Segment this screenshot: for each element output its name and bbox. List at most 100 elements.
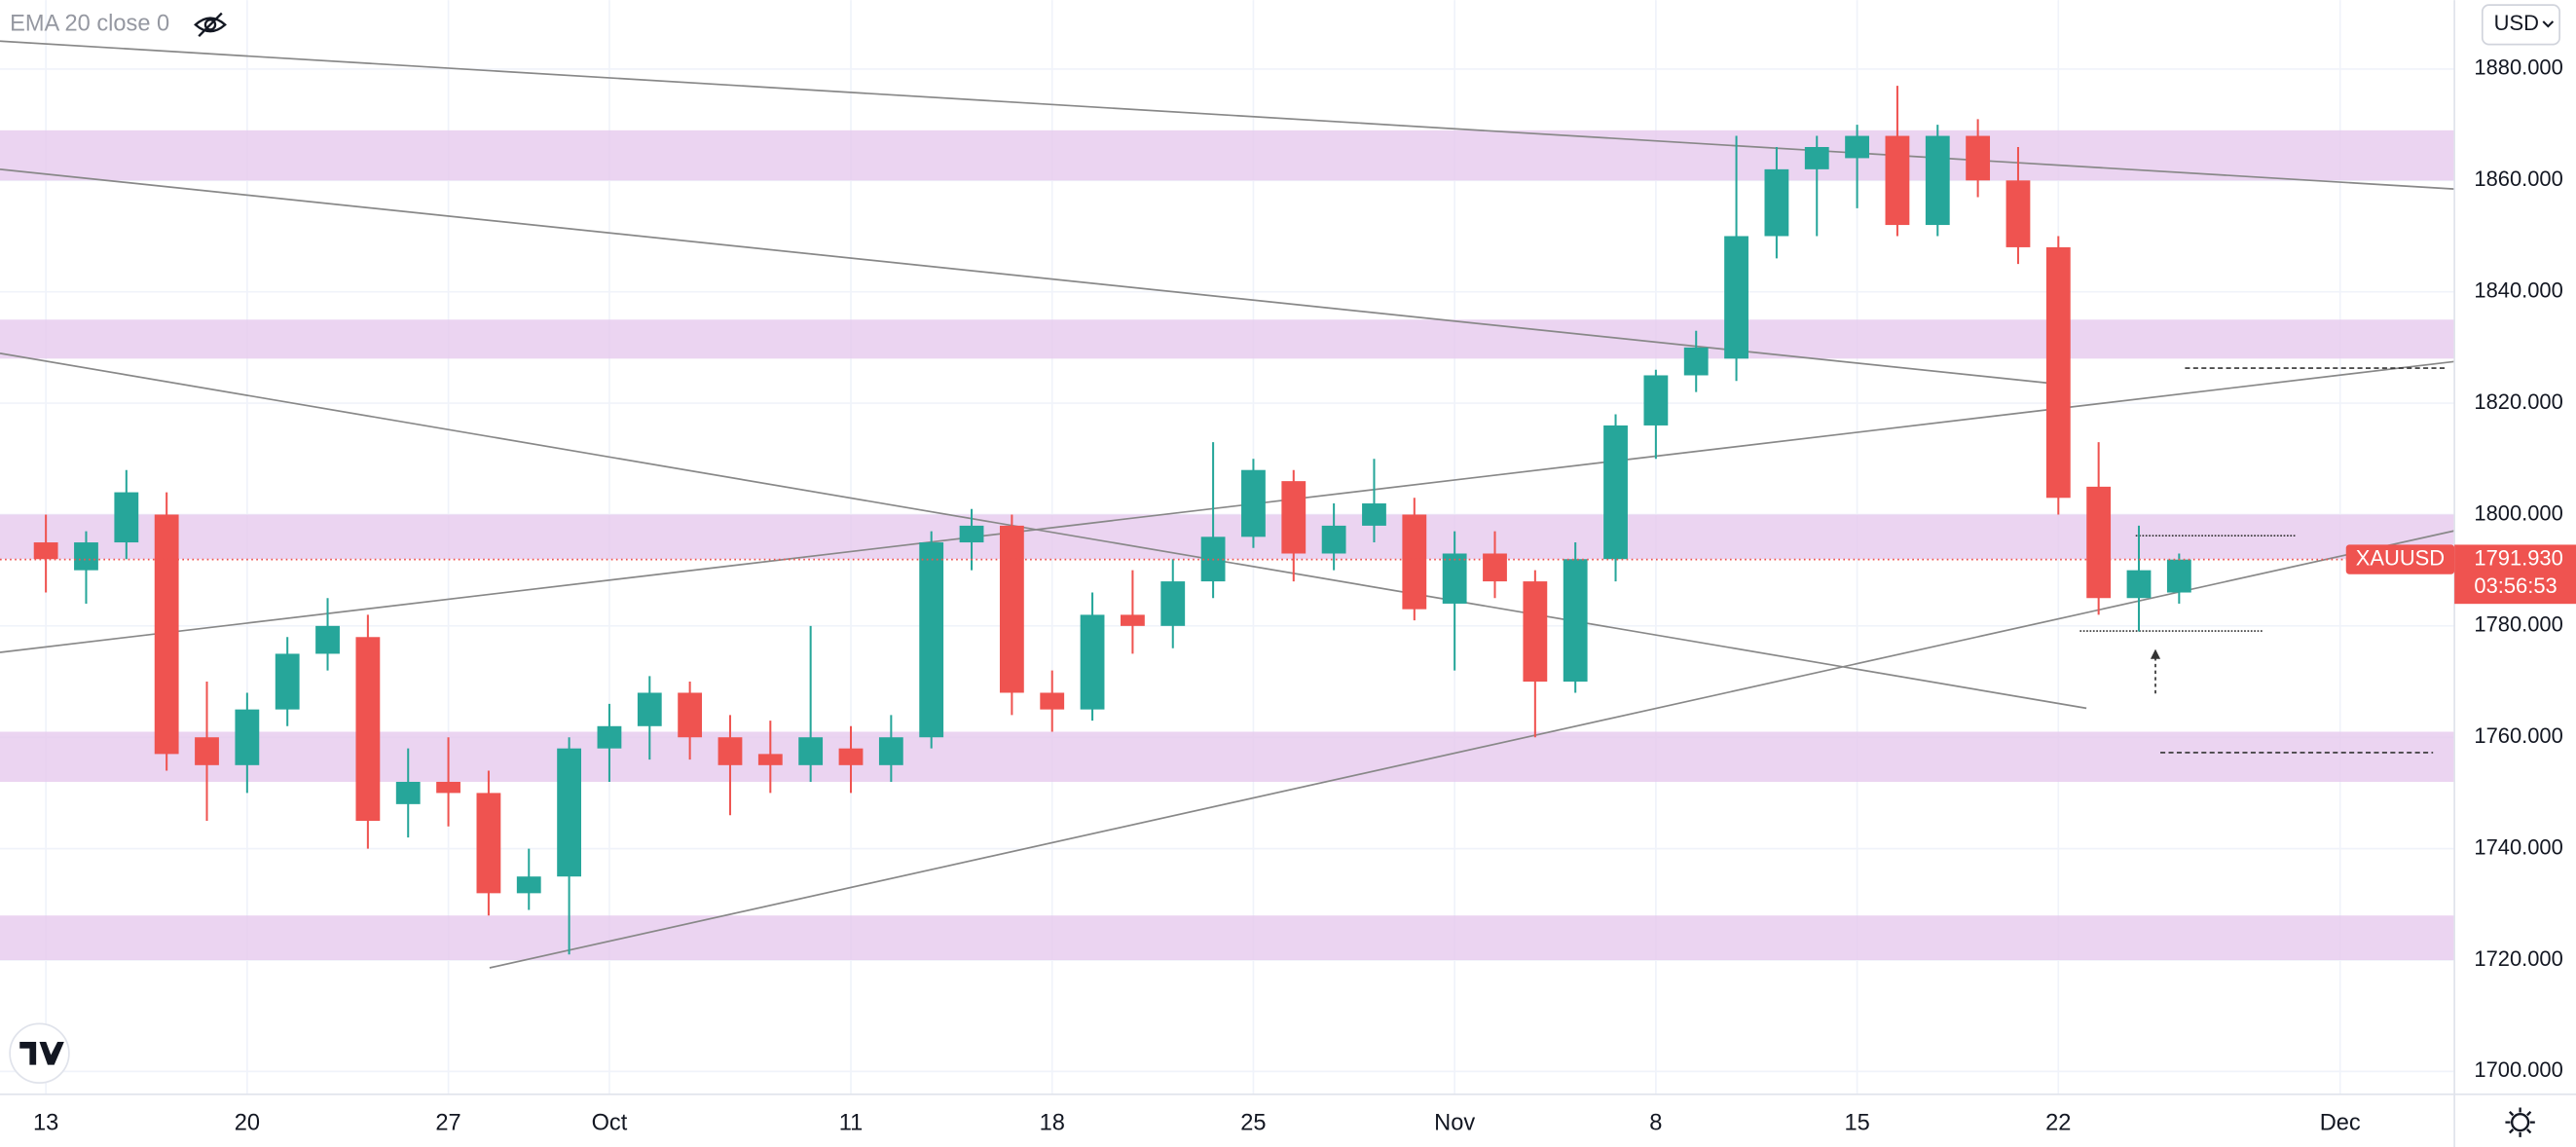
candle-body: [1925, 135, 1950, 226]
y-tick-label: 1760.000: [2474, 723, 2562, 748]
candle-body: [919, 542, 944, 738]
candle-body: [516, 876, 541, 894]
zones: [0, 130, 2455, 960]
candle-body: [1804, 146, 1829, 169]
y-tick-label: 1720.000: [2474, 946, 2562, 971]
candle-body: [1643, 375, 1669, 426]
candle-body: [1603, 425, 1628, 560]
candle-body: [1402, 514, 1427, 610]
candle-body: [798, 737, 824, 765]
candle-body: [1683, 347, 1709, 376]
price-tag: [2454, 544, 2576, 605]
candle-body: [1966, 135, 1991, 181]
x-tick-label: Nov: [1434, 1111, 1475, 1136]
candle-body: [355, 637, 381, 822]
candle-body: [1563, 559, 1588, 683]
candle-body: [878, 737, 903, 765]
y-tick-label: 1800.000: [2474, 500, 2562, 525]
y-tick-label: 1860.000: [2474, 166, 2562, 191]
y-tick-label: 1780.000: [2474, 612, 2562, 637]
candle-body: [2086, 486, 2112, 599]
candle-body: [395, 781, 421, 804]
trend-line: [0, 352, 2087, 710]
candle-body: [1483, 553, 1507, 582]
symbol-tag: [2345, 544, 2455, 574]
candle-body: [1845, 135, 1869, 159]
x-tick-label: Dec: [2320, 1111, 2361, 1136]
x-tick-label: Oct: [592, 1111, 628, 1136]
candle-body: [195, 737, 219, 765]
x-tick-label: 25: [1240, 1111, 1266, 1136]
candle-body: [74, 542, 98, 571]
legend: EMA 20 close 0: [10, 12, 227, 38]
candles: [0, 86, 2455, 955]
x-tick-label: 18: [1040, 1111, 1065, 1136]
currency-button[interactable]: USD: [2481, 4, 2560, 46]
y-tick-label: 1840.000: [2474, 278, 2562, 302]
candle-body: [2045, 246, 2071, 499]
zone: [0, 130, 2455, 181]
zone: [0, 514, 2455, 560]
candle-body: [678, 692, 703, 738]
arrow-head: [2150, 648, 2161, 659]
candle-body: [1442, 553, 1467, 604]
symbol-label: XAUUSD: [2356, 545, 2445, 570]
trend-lines: [0, 40, 2455, 969]
candle-body: [557, 748, 581, 877]
candle-body: [2166, 559, 2191, 593]
candle-body: [1321, 525, 1346, 554]
indicator-label: EMA 20 close 0: [10, 12, 169, 37]
candle-body: [1362, 503, 1386, 526]
trend-line: [0, 360, 2455, 653]
candle-body: [1724, 236, 1748, 359]
candle-body: [2006, 180, 2031, 247]
candle-body: [1523, 581, 1548, 683]
candle-body: [718, 737, 743, 765]
candle-body: [1241, 469, 1266, 537]
candle-body: [637, 692, 662, 726]
candle-body: [275, 653, 300, 710]
y-tick-label: 1740.000: [2474, 834, 2562, 859]
candle-body: [235, 709, 260, 765]
candle-body: [597, 725, 622, 749]
last-price-label: 1791.930: [2474, 545, 2562, 570]
eye-icon[interactable]: [194, 12, 227, 38]
candle-body: [1764, 168, 1789, 237]
tv-logo[interactable]: [9, 1022, 70, 1084]
candle-body: [1160, 581, 1186, 626]
x-tick-label: 13: [33, 1111, 58, 1136]
x-tick-label: 22: [2045, 1111, 2071, 1136]
countdown-label: 03:56:53: [2474, 574, 2557, 598]
candle-body: [33, 542, 58, 560]
candle-body: [114, 492, 139, 543]
zone: [0, 319, 2455, 359]
y-tick-label: 1700.000: [2474, 1057, 2562, 1082]
trend-line: [0, 168, 2047, 385]
x-tick-label: 15: [1844, 1111, 1869, 1136]
candle-body: [959, 525, 984, 543]
y-tick-label: 1880.000: [2474, 56, 2562, 80]
candle-body: [476, 793, 501, 894]
x-tick-label: 20: [235, 1111, 260, 1136]
x-tick-label: 11: [839, 1111, 864, 1136]
candle-body: [154, 514, 179, 755]
candle-body: [1885, 135, 1910, 226]
candle-body: [757, 754, 783, 765]
candle-body: [315, 625, 340, 654]
y-tick-label: 1820.000: [2474, 389, 2562, 414]
candle-body: [1040, 692, 1065, 710]
trend-line: [0, 40, 2455, 190]
settings-icon[interactable]: [2505, 1107, 2535, 1137]
trend-line: [489, 530, 2455, 969]
candle-body: [1121, 614, 1145, 626]
candle-body: [2126, 570, 2152, 599]
candle-body: [838, 748, 864, 765]
zone: [0, 915, 2455, 960]
candle-body: [436, 781, 460, 794]
x-tick-label: 8: [1649, 1111, 1662, 1136]
axes: 1700.000 1720.000 1740.000 1760.000 1780.000…: [33, 56, 2576, 1136]
x-tick-label: 27: [435, 1111, 460, 1136]
currency-label[interactable]: USD: [2494, 11, 2539, 35]
candle-body: [1281, 481, 1306, 554]
